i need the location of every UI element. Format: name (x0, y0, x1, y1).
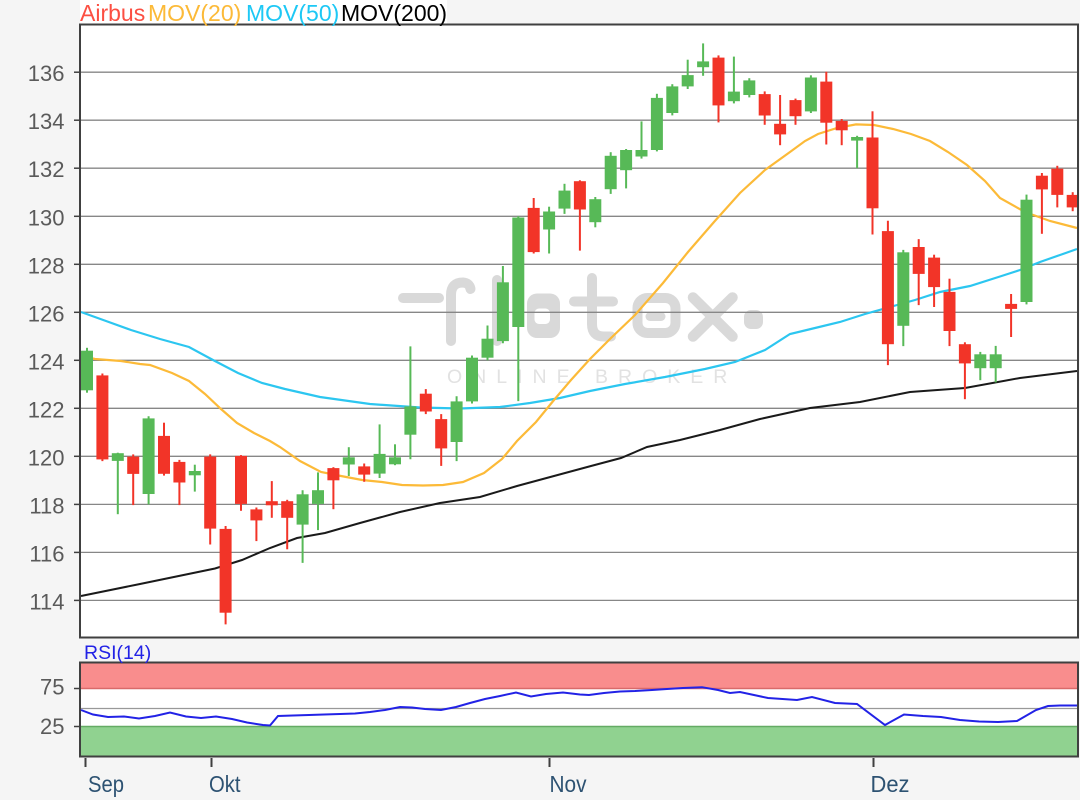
svg-text:128: 128 (28, 253, 65, 278)
svg-text:116: 116 (29, 541, 64, 566)
svg-text:114: 114 (29, 589, 64, 614)
svg-text:122: 122 (28, 397, 65, 422)
svg-text:136: 136 (28, 61, 65, 86)
svg-text:75: 75 (40, 675, 64, 700)
svg-text:Nov: Nov (550, 771, 587, 797)
svg-text:Sep: Sep (88, 771, 124, 797)
svg-text:RSI(14): RSI(14) (84, 642, 151, 664)
svg-text:120: 120 (28, 445, 65, 470)
svg-text:25: 25 (40, 714, 64, 739)
svg-text:MOV(20): MOV(20) (148, 0, 241, 26)
svg-text:118: 118 (29, 493, 64, 518)
svg-text:Dez: Dez (871, 771, 910, 797)
svg-text:130: 130 (28, 205, 65, 230)
svg-text:MOV(50): MOV(50) (246, 0, 339, 26)
svg-text:132: 132 (28, 157, 65, 182)
svg-text:ONLINE BROKER: ONLINE BROKER (447, 366, 737, 388)
svg-text:134: 134 (28, 109, 65, 134)
svg-text:MOV(200): MOV(200) (341, 0, 447, 26)
svg-text:Airbus: Airbus (80, 0, 145, 26)
svg-text:124: 124 (28, 349, 65, 374)
svg-text:126: 126 (28, 301, 65, 326)
svg-text:Okt: Okt (209, 771, 241, 797)
